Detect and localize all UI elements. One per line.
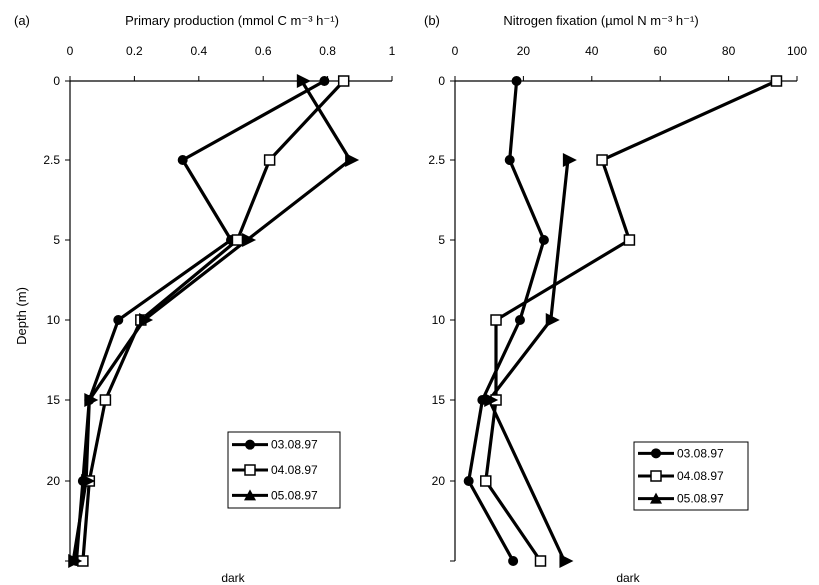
y-tick-label: 5 (53, 233, 60, 247)
legend-label: 05.08.97 (271, 488, 318, 502)
data-point-triangle (84, 393, 99, 407)
chart-panel: (b) Nitrogen fixation (µmol N m⁻³ h⁻¹) 0 20… (424, 13, 807, 585)
data-point-square (596, 154, 608, 166)
x-tick-label: 0.2 (126, 44, 143, 58)
y-tick-label: 5 (438, 233, 445, 247)
x-tick-label: 0.6 (255, 44, 272, 58)
data-point-square (231, 234, 244, 246)
data-point-triangle (484, 393, 499, 407)
data-point-square (623, 234, 636, 246)
y-tick-label: 10 (432, 313, 446, 327)
series-line (467, 80, 546, 562)
data-point-triangle (296, 74, 311, 88)
data-point-circle (504, 155, 515, 165)
data-point-circle (113, 315, 124, 325)
data-point-circle (651, 448, 661, 459)
data-point-triangle (559, 554, 574, 568)
legend-marker-triangle (244, 489, 256, 501)
panel-label: (a) (14, 13, 30, 28)
data-point-circle (508, 556, 519, 566)
data-point-circle (177, 155, 188, 165)
panel-label: (b) (424, 13, 440, 28)
legend: 03.08.97 04.08.97 05.08.97 (227, 431, 341, 509)
data-point-circle (511, 76, 522, 86)
data-point-triangle (545, 313, 560, 327)
y-tick-label: 2.5 (428, 153, 445, 167)
legend-label: 04.08.97 (271, 463, 318, 477)
data-point-square (99, 394, 112, 406)
data-point-triangle (139, 313, 154, 327)
legend-label: 04.08.97 (677, 469, 724, 483)
data-point-triangle (68, 554, 83, 568)
data-point-circle (538, 235, 549, 245)
y-tick-label: 20 (432, 474, 446, 488)
x-tick-label: 20 (517, 44, 531, 58)
x-tick-label: 60 (654, 44, 668, 58)
dark-label: dark (221, 571, 245, 585)
data-point-square (480, 475, 492, 487)
legend-label: 05.08.97 (677, 492, 724, 506)
data-point-square (244, 464, 256, 476)
x-tick-label: 0.4 (190, 44, 207, 58)
x-tick-label: 0 (67, 44, 74, 58)
y-tick-label: 2.5 (43, 153, 60, 167)
chart-title: Nitrogen fixation (µmol N m⁻³ h⁻¹) (503, 13, 698, 28)
data-point-circle (245, 439, 255, 450)
legend: 03.08.97 04.08.97 05.08.97 (633, 441, 749, 511)
x-tick-label: 0.8 (319, 44, 336, 58)
data-point-triangle (81, 474, 96, 488)
y-tick-label: 15 (47, 393, 61, 407)
y-tick-label: 15 (432, 393, 446, 407)
legend-label: 03.08.97 (271, 438, 318, 452)
legend-label: 03.08.97 (677, 446, 724, 460)
data-point-triangle (562, 153, 577, 167)
data-point-circle (463, 476, 474, 486)
y-tick-label: 0 (438, 74, 445, 88)
data-point-square (263, 154, 276, 166)
x-tick-label: 80 (722, 44, 736, 58)
y-tick-label: 0 (53, 74, 60, 88)
series-line (487, 159, 570, 562)
x-tick-label: 40 (585, 44, 599, 58)
chart-title: Primary production (mmol C m⁻³ h⁻¹) (125, 13, 339, 28)
data-point-circle (514, 315, 525, 325)
x-tick-label: 0 (452, 44, 459, 58)
data-point-triangle (242, 233, 257, 247)
data-point-square (770, 75, 783, 87)
data-point-circle (319, 76, 330, 86)
data-point-square (490, 314, 502, 326)
x-tick-label: 100 (787, 44, 807, 58)
x-tick-label: 1 (389, 44, 396, 58)
data-point-square (534, 555, 547, 567)
data-point-square (650, 470, 662, 482)
data-point-triangle (345, 153, 360, 167)
legend-marker-triangle (650, 492, 662, 504)
data-point-square (337, 75, 350, 87)
dark-label: dark (616, 571, 640, 585)
y-tick-label: 20 (47, 474, 61, 488)
y-tick-label: 10 (47, 313, 61, 327)
chart-panel: (a) Primary production (mmol C m⁻³ h⁻¹) 0 0… (14, 13, 396, 585)
y-axis-label: Depth (m) (14, 287, 29, 345)
